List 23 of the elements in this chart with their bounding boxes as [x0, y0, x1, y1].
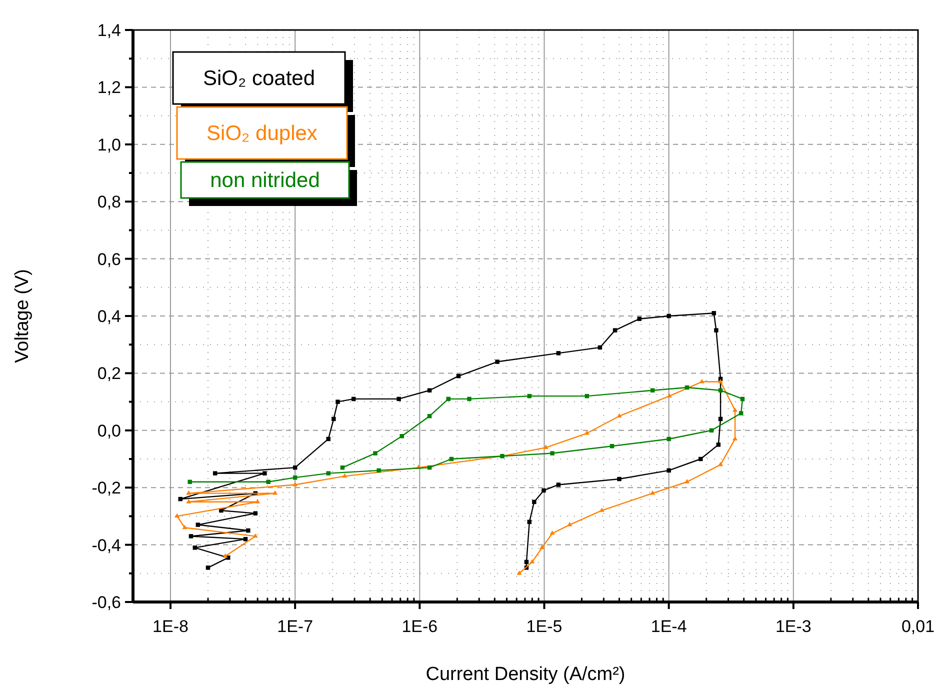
x-tick-label: 1E-5 [526, 617, 562, 636]
x-tick-label: 1E-4 [650, 617, 687, 636]
y-tick-label: -0,2 [92, 478, 121, 498]
x-axis-title: Current Density (A/cm²) [426, 664, 626, 685]
y-tick-label: -0,4 [92, 536, 121, 555]
text: non nitrided [210, 169, 320, 192]
x-tick-label: 1E-7 [277, 617, 314, 636]
text: SiO₂ duplex [206, 122, 318, 145]
x-tick-label: 1E-6 [402, 617, 438, 636]
y-axis-title: Voltage (V) [12, 269, 33, 363]
y-tick-label: 1,0 [97, 135, 121, 154]
y-tick-label: 0,8 [97, 192, 121, 212]
y-tick-label: 0,4 [97, 307, 121, 326]
x-tick-label: 1E-3 [775, 617, 812, 636]
y-tick-label: 1,4 [97, 21, 121, 40]
y-tick-label: 0,2 [97, 364, 121, 384]
y-tick-label: 0,6 [97, 250, 121, 269]
y-tick-label: 1,2 [97, 78, 121, 98]
text: SiO₂ coated [202, 67, 316, 90]
x-tick-label: 1E-8 [152, 617, 188, 636]
y-tick-label: -0,6 [92, 593, 121, 612]
y-tick-label: 0,0 [97, 421, 121, 440]
x-tick-label: 0,01 [901, 617, 935, 636]
